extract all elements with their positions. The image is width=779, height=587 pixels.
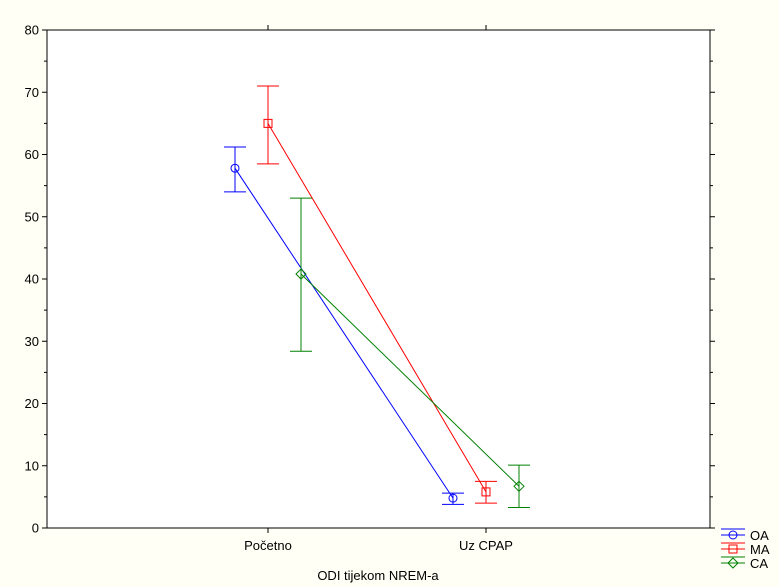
data-point xyxy=(230,163,240,173)
y-tick-label: 40 xyxy=(25,272,39,287)
y-tick-label: 80 xyxy=(25,23,39,38)
data-point xyxy=(448,493,458,503)
y-tick-label: 10 xyxy=(25,458,39,473)
legend-label: CA xyxy=(750,556,768,571)
data-point xyxy=(263,118,273,128)
legend-item-ca: CA xyxy=(721,556,768,571)
series-ma xyxy=(257,85,497,504)
x-tick-label: Uz CPAP xyxy=(459,538,513,553)
plot-area xyxy=(46,29,711,529)
legend-label: MA xyxy=(750,542,770,557)
legend-marker xyxy=(728,544,738,554)
legend-marker xyxy=(728,530,738,540)
x-axis: Početno Uz CPAP xyxy=(244,25,513,553)
x-tick-label: Početno xyxy=(244,538,292,553)
y-axis: 0 10 20 30 40 50 60 70 80 xyxy=(25,23,715,536)
series-line xyxy=(300,273,520,487)
series-line xyxy=(234,167,454,499)
series-line xyxy=(267,123,487,493)
x-axis-title: ODI tijekom NREM-a xyxy=(317,568,439,583)
y-tick-label: 60 xyxy=(25,147,39,162)
y-tick-label: 20 xyxy=(25,396,39,411)
data-point xyxy=(295,268,307,280)
data-point xyxy=(513,480,525,492)
y-tick-label: 70 xyxy=(25,85,39,100)
series-layer xyxy=(224,85,530,508)
series-oa xyxy=(224,146,464,505)
y-tick-label: 0 xyxy=(32,521,39,536)
data-point xyxy=(481,487,491,497)
series-ca xyxy=(290,197,530,508)
legend-marker xyxy=(727,557,739,569)
legend-item-oa: OA xyxy=(721,528,769,543)
legend-item-ma: MA xyxy=(721,542,770,557)
legend-label: OA xyxy=(750,528,769,543)
y-tick-label: 30 xyxy=(25,334,39,349)
y-tick-label: 50 xyxy=(25,209,39,224)
